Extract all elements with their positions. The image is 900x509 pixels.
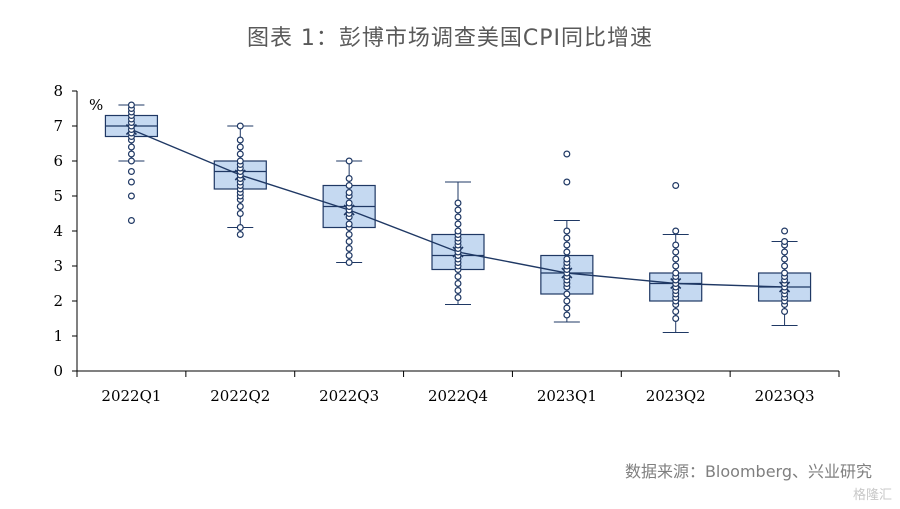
data-point [672,262,680,270]
y-unit-label: % [89,96,103,114]
data-point [672,182,680,190]
data-point [345,189,353,197]
y-tick-label: 6 [53,152,63,170]
data-point [345,175,353,183]
x-category-label: 2023Q1 [537,387,597,405]
data-point [672,315,680,323]
data-point [236,136,244,144]
data-point [127,143,135,151]
data-point [236,157,244,165]
data-point [563,248,571,256]
y-tick-label: 1 [53,327,63,345]
data-point [454,213,462,221]
y-tick-label: 7 [53,117,63,135]
data-point [345,259,353,267]
data-point [563,311,571,319]
data-point [345,220,353,228]
data-point [454,199,462,207]
data-point [236,210,244,218]
data-point [127,217,135,225]
data-point [781,308,789,316]
data-point [345,252,353,260]
data-point [454,294,462,302]
data-point [563,241,571,249]
source-note: 数据来源：Bloomberg、兴业研究 [624,462,872,481]
data-point [127,150,135,158]
data-point [345,199,353,207]
data-point [563,234,571,242]
x-category-label: 2023Q2 [646,387,706,405]
x-category-label: 2022Q4 [428,387,488,405]
data-point [127,168,135,176]
data-point [781,269,789,277]
x-category-label: 2022Q2 [210,387,270,405]
data-point [345,245,353,253]
data-point [454,287,462,295]
data-point [345,238,353,246]
data-point [781,262,789,270]
data-point [672,241,680,249]
chart-axes: 0 1 2 3 4 5 6 7 8 2022Q1 2022Q2 2022Q3 2022Q4 2023Q1 2… [53,82,840,405]
y-tick-label: 2 [53,292,63,310]
data-point [236,224,244,232]
data-point [454,280,462,288]
data-point [236,143,244,151]
data-point [236,122,244,130]
data-point [236,231,244,239]
data-point [127,157,135,165]
x-category-label: 2022Q3 [319,387,379,405]
data-point [781,238,789,246]
data-point [563,290,571,298]
y-tick-label: 4 [53,222,63,240]
data-point [127,101,135,109]
data-point [345,231,353,239]
data-point [127,192,135,200]
data-point [672,248,680,256]
data-point [563,150,571,158]
data-point [563,255,571,263]
data-point [454,220,462,228]
data-point [672,308,680,316]
data-point [563,227,571,235]
x-category-label: 2023Q3 [755,387,815,405]
data-point [236,150,244,158]
y-tick-label: 0 [53,362,63,380]
y-tick-label: 8 [53,82,63,100]
data-point [672,255,680,263]
data-point [563,304,571,312]
data-point [345,157,353,165]
data-point [672,227,680,235]
data-point [563,178,571,186]
data-point [563,297,571,305]
data-point [236,203,244,211]
chart-points [127,101,789,323]
data-point [781,248,789,256]
data-point [454,206,462,214]
data-point [127,178,135,186]
y-tick-label: 5 [53,187,63,205]
data-point [672,269,680,277]
chart-title: 图表 1：彭博市场调查美国CPI同比增速 [246,26,654,51]
y-tick-label: 3 [53,257,63,275]
data-point [454,227,462,235]
data-point [454,273,462,281]
x-category-label: 2022Q1 [101,387,161,405]
data-point [781,255,789,263]
data-point [345,182,353,190]
watermark: 格隆汇 [852,488,892,503]
data-point [781,227,789,235]
